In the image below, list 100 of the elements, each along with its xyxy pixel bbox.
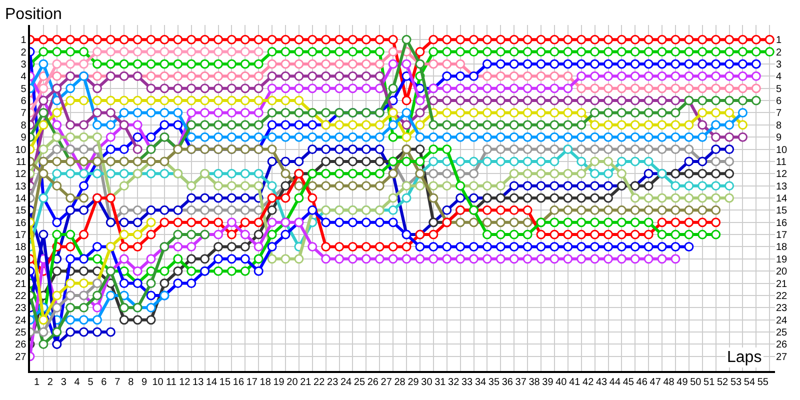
point	[644, 34, 654, 44]
point	[52, 168, 62, 178]
point	[522, 34, 532, 44]
point	[711, 193, 721, 203]
point	[308, 59, 318, 69]
point	[604, 47, 613, 57]
point	[698, 120, 708, 130]
point	[698, 96, 708, 106]
point	[160, 59, 170, 69]
point	[522, 120, 532, 130]
point	[374, 254, 384, 264]
point	[536, 230, 546, 240]
point	[374, 132, 384, 142]
point	[630, 47, 640, 57]
point	[334, 47, 344, 57]
y-tick-label: 12	[15, 169, 27, 180]
point	[536, 156, 546, 166]
point	[576, 156, 586, 166]
point	[509, 34, 519, 44]
point	[294, 120, 304, 130]
point	[563, 132, 573, 142]
point	[536, 254, 546, 264]
x-tick-label: 33	[461, 377, 474, 388]
point	[119, 278, 129, 288]
point	[657, 96, 667, 106]
point	[132, 132, 142, 142]
point	[456, 132, 466, 142]
point	[267, 96, 277, 106]
point	[348, 47, 358, 57]
point	[711, 47, 721, 57]
point	[442, 242, 452, 252]
x-tick-label: 9	[142, 377, 148, 388]
point	[590, 96, 600, 106]
point	[482, 181, 492, 191]
point	[670, 144, 680, 154]
point	[522, 156, 532, 166]
point	[92, 168, 102, 178]
x-tick-label: 13	[192, 377, 204, 388]
point	[616, 120, 626, 130]
x-tick-label: 19	[273, 377, 285, 388]
point	[684, 47, 694, 57]
point	[348, 242, 358, 252]
point	[402, 156, 412, 166]
point	[321, 181, 331, 191]
point	[254, 47, 264, 57]
point	[294, 156, 304, 166]
point	[214, 254, 224, 264]
point	[496, 181, 506, 191]
point	[321, 34, 331, 44]
y2-tick-label: 1	[776, 35, 782, 46]
point	[146, 218, 156, 228]
point	[711, 168, 721, 178]
point	[415, 96, 425, 106]
point	[361, 144, 371, 154]
point	[550, 132, 560, 142]
point	[52, 218, 62, 228]
point	[550, 59, 560, 69]
point	[590, 47, 600, 57]
point	[240, 181, 250, 191]
point	[294, 47, 304, 57]
point	[267, 254, 277, 264]
point	[442, 34, 452, 44]
point	[456, 242, 466, 252]
point	[482, 71, 492, 81]
point	[630, 156, 640, 166]
point	[522, 108, 532, 118]
point	[214, 108, 224, 118]
point	[684, 144, 694, 154]
point	[402, 59, 412, 69]
point	[657, 34, 667, 44]
point	[119, 168, 129, 178]
point	[173, 218, 183, 228]
point	[402, 96, 412, 106]
point	[630, 144, 640, 154]
point	[267, 144, 277, 154]
point	[711, 205, 721, 215]
point	[644, 47, 654, 57]
point	[173, 84, 183, 94]
point	[388, 193, 398, 203]
point	[550, 108, 560, 118]
point	[724, 47, 734, 57]
point	[604, 254, 613, 264]
y2-tick-label: 10	[776, 144, 788, 156]
point	[374, 120, 384, 130]
point	[52, 144, 62, 154]
point	[522, 132, 532, 142]
y2-tick-label: 9	[776, 132, 782, 144]
point	[657, 59, 667, 69]
point	[240, 34, 250, 44]
point	[280, 34, 290, 44]
point	[254, 254, 264, 264]
x-tick-label: 55	[757, 377, 769, 388]
point	[657, 108, 667, 118]
point	[240, 96, 250, 106]
point	[334, 84, 344, 94]
point	[670, 132, 680, 142]
point	[186, 84, 196, 94]
point	[442, 254, 452, 264]
point	[576, 120, 586, 130]
point	[214, 59, 224, 69]
